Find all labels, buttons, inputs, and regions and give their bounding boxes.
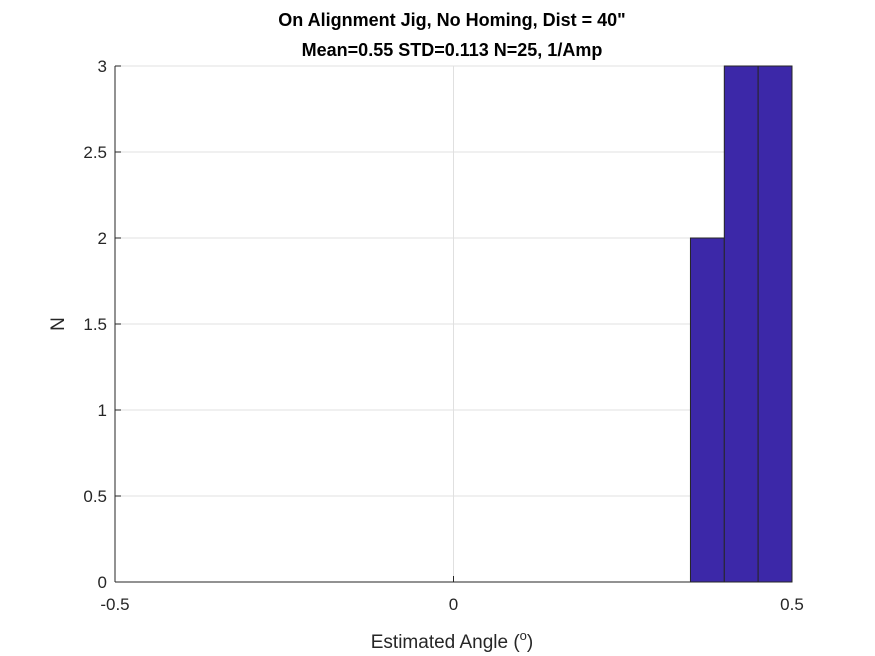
histogram-bar (723, 65, 759, 583)
y-tick-label: 2 (98, 229, 107, 248)
histogram-bars (689, 65, 793, 583)
y-axis-label: N (48, 317, 69, 331)
x-axis-label: Estimated Angle (o) (371, 628, 533, 653)
histogram-bar (689, 237, 725, 583)
y-tick-labels: 0 0.5 1 1.5 2 2.5 3 (83, 57, 107, 592)
x-tick-label: -0.5 (100, 595, 129, 614)
y-tick-label: 0 (98, 573, 107, 592)
x-tick-labels: -0.5 0 0.5 (100, 595, 803, 614)
x-tick-label: 0 (449, 595, 458, 614)
y-tick-label: 2.5 (83, 143, 107, 162)
x-axis-label-superscript: o (520, 628, 527, 643)
y-tick-label: 1.5 (83, 315, 107, 334)
chart-title: On Alignment Jig, No Homing, Dist = 40" (278, 10, 625, 30)
y-tick-label: 1 (98, 401, 107, 420)
y-tick-label: 0.5 (83, 487, 107, 506)
chart-subtitle: Mean=0.55 STD=0.113 N=25, 1/Amp (302, 40, 603, 60)
histogram-bar (757, 65, 793, 583)
y-tick-label: 3 (98, 57, 107, 76)
x-tick-label: 0.5 (780, 595, 804, 614)
axes (114, 65, 793, 583)
